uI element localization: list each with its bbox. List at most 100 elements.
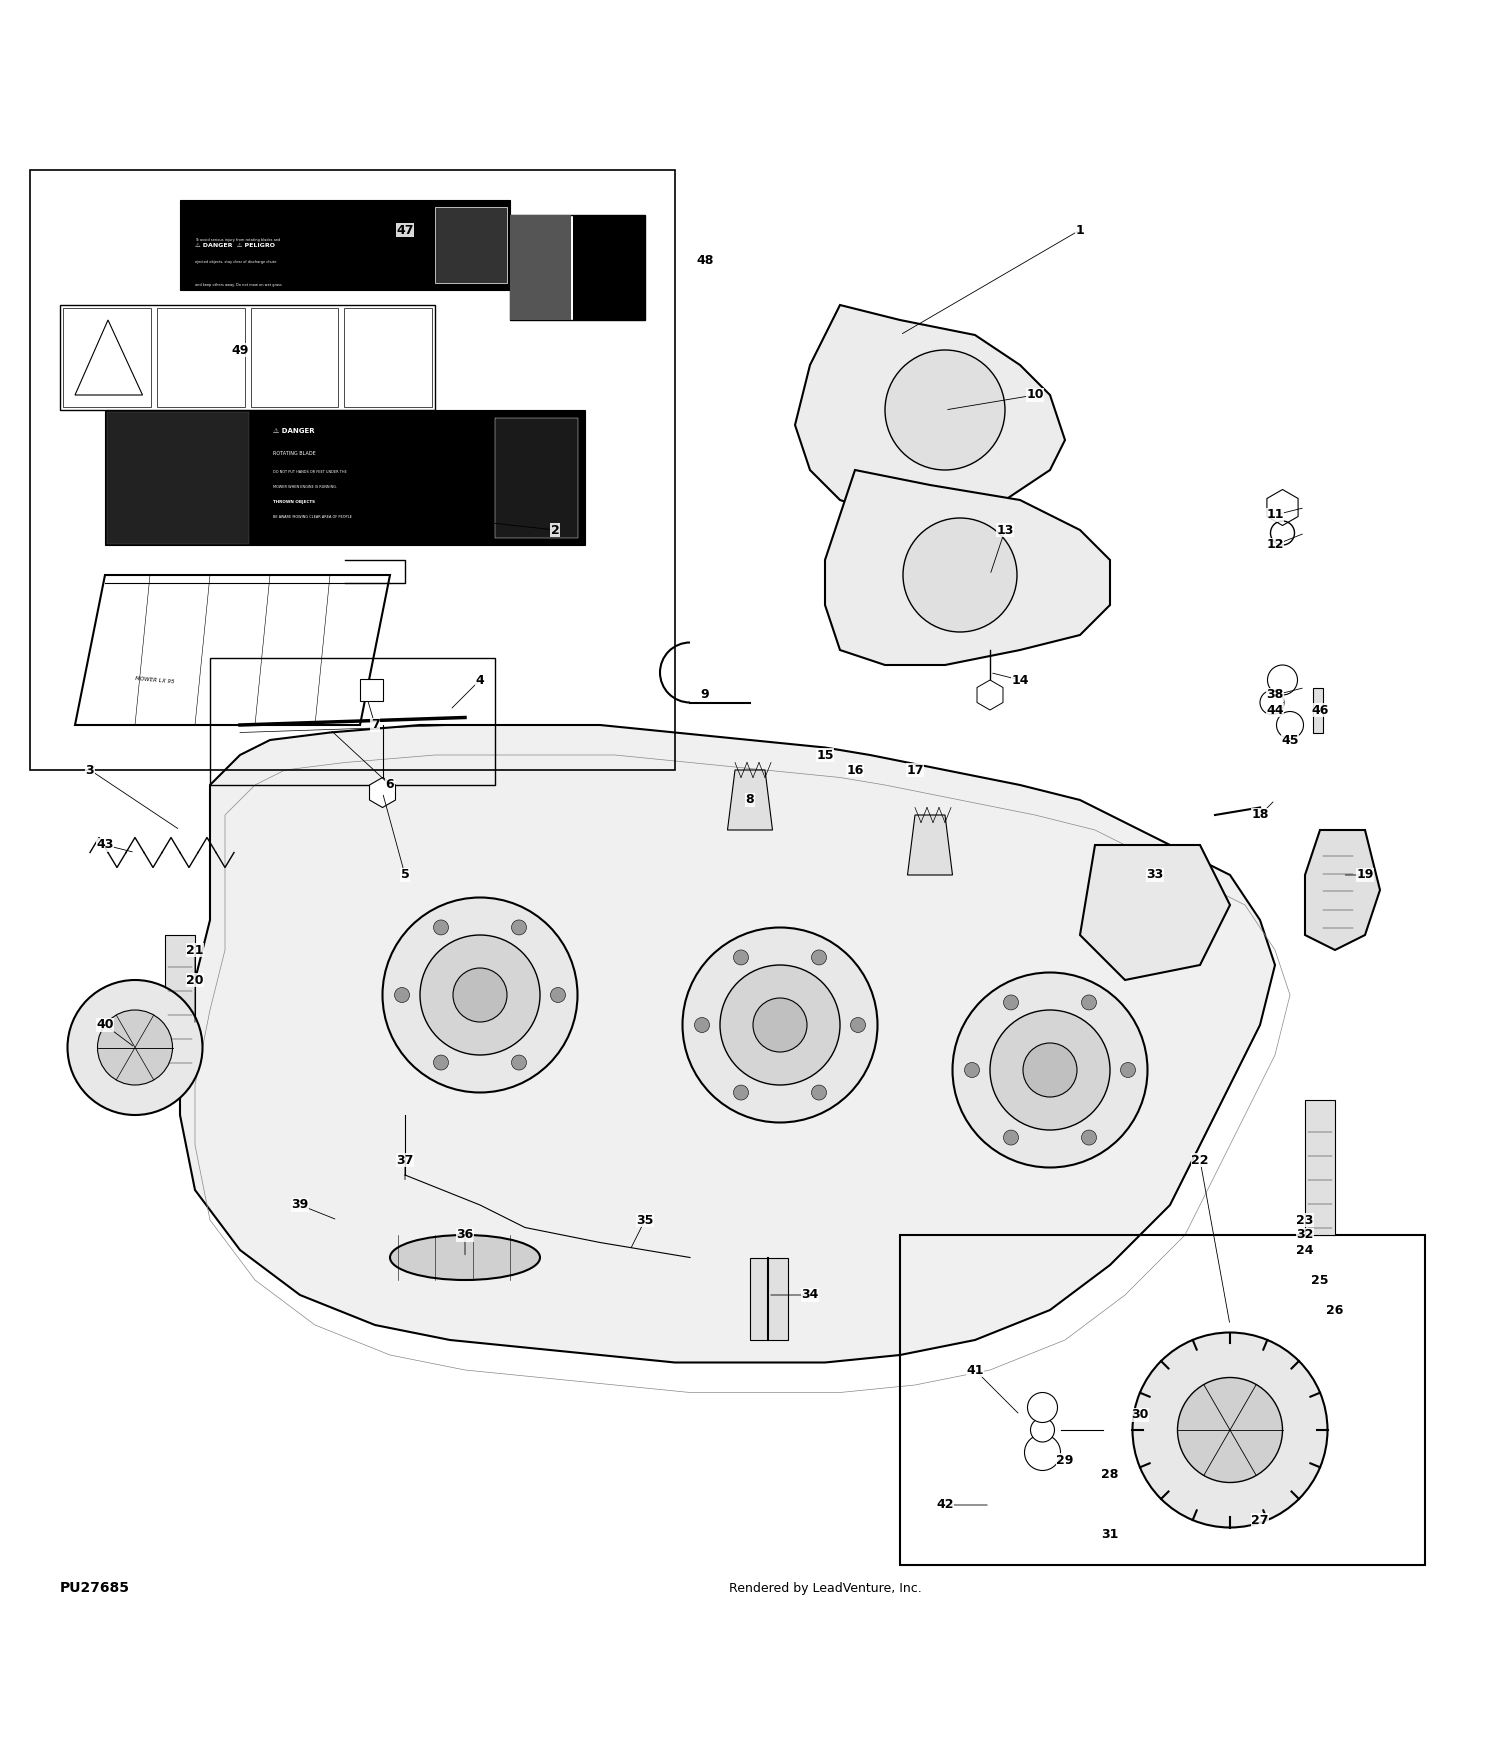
Text: DO NOT PUT HANDS OR FEET UNDER THE: DO NOT PUT HANDS OR FEET UNDER THE (273, 471, 346, 474)
Text: 29: 29 (1056, 1454, 1074, 1466)
Text: 32: 32 (1296, 1228, 1314, 1241)
Circle shape (433, 920, 448, 934)
Text: ⚠ DANGER: ⚠ DANGER (273, 429, 315, 434)
Circle shape (1082, 1130, 1096, 1144)
Text: 18: 18 (1251, 808, 1269, 821)
Text: MOWER LX 95: MOWER LX 95 (135, 676, 174, 684)
Text: 3: 3 (86, 763, 94, 777)
Text: 26: 26 (1326, 1304, 1344, 1316)
Text: 40: 40 (96, 1018, 114, 1031)
Bar (510, 215, 570, 320)
Text: 39: 39 (291, 1199, 309, 1211)
Circle shape (1082, 996, 1096, 1010)
Circle shape (885, 350, 1005, 471)
Text: 22: 22 (1191, 1153, 1209, 1167)
Text: 46: 46 (1311, 704, 1329, 716)
Circle shape (850, 1017, 865, 1032)
Text: 7: 7 (370, 719, 380, 732)
Text: MOWER WHEN ENGINE IS RUNNING.: MOWER WHEN ENGINE IS RUNNING. (273, 485, 338, 488)
Text: 24: 24 (1296, 1244, 1314, 1256)
Circle shape (98, 1010, 172, 1085)
Circle shape (734, 1085, 748, 1101)
Text: 2: 2 (550, 523, 560, 537)
Ellipse shape (390, 1236, 540, 1279)
Text: 30: 30 (1131, 1409, 1149, 1421)
Text: 34: 34 (801, 1288, 819, 1302)
Polygon shape (180, 724, 1275, 1363)
Text: 5: 5 (400, 868, 410, 882)
Text: 48: 48 (696, 254, 714, 266)
Circle shape (1268, 665, 1298, 695)
Bar (60, 304, 435, 410)
Bar (180, 200, 510, 290)
Polygon shape (1312, 688, 1323, 733)
Bar (158, 308, 244, 408)
Circle shape (1024, 1435, 1060, 1470)
Circle shape (1028, 1393, 1057, 1423)
Circle shape (1023, 1043, 1077, 1097)
Circle shape (1004, 1130, 1019, 1144)
Circle shape (734, 950, 748, 964)
Text: 31: 31 (1101, 1528, 1119, 1542)
Text: 43: 43 (96, 838, 114, 852)
Circle shape (453, 968, 507, 1022)
Text: 23: 23 (1296, 1213, 1314, 1227)
Circle shape (1260, 691, 1284, 714)
Text: 45: 45 (1281, 733, 1299, 747)
Text: 42: 42 (936, 1498, 954, 1512)
Text: ejected objects, stay clear of discharge chute: ejected objects, stay clear of discharge… (195, 261, 276, 264)
Polygon shape (728, 770, 772, 830)
Circle shape (812, 950, 826, 964)
Text: PU27685: PU27685 (60, 1580, 130, 1594)
Text: 36: 36 (456, 1228, 474, 1241)
Circle shape (694, 1017, 709, 1032)
Bar (360, 679, 382, 702)
Text: 41: 41 (966, 1363, 984, 1377)
Polygon shape (1080, 845, 1230, 980)
Bar (750, 1258, 788, 1340)
Text: 12: 12 (1266, 539, 1284, 551)
Bar (900, 1236, 1425, 1564)
Bar (210, 658, 495, 786)
Circle shape (1276, 712, 1304, 738)
Polygon shape (825, 471, 1110, 665)
Bar (165, 934, 195, 1069)
Circle shape (1132, 1332, 1328, 1528)
Circle shape (1030, 1418, 1054, 1442)
Circle shape (68, 980, 203, 1115)
Bar (1305, 1101, 1335, 1236)
Text: 44: 44 (1266, 704, 1284, 716)
Text: 10: 10 (1026, 388, 1044, 401)
Text: BE AWARE MOWING CLEAR AREA OF PEOPLE: BE AWARE MOWING CLEAR AREA OF PEOPLE (273, 514, 352, 520)
Circle shape (682, 928, 877, 1122)
Circle shape (382, 898, 578, 1092)
Circle shape (420, 934, 540, 1055)
Circle shape (964, 1062, 980, 1078)
Text: 13: 13 (996, 523, 1014, 537)
Circle shape (990, 1010, 1110, 1130)
Bar (495, 418, 578, 537)
Text: 4: 4 (476, 674, 484, 686)
Text: 38: 38 (1266, 688, 1284, 702)
Bar (63, 308, 150, 408)
Circle shape (952, 973, 1148, 1167)
Bar (105, 410, 585, 544)
Circle shape (550, 987, 566, 1003)
Circle shape (903, 518, 1017, 632)
Circle shape (512, 1055, 526, 1069)
Text: To avoid serious injury from rotating blades and: To avoid serious injury from rotating bl… (195, 238, 280, 242)
Text: ROTATING BLADE: ROTATING BLADE (273, 450, 315, 455)
Text: 20: 20 (186, 973, 204, 987)
Text: 35: 35 (636, 1213, 654, 1227)
Text: 28: 28 (1101, 1468, 1119, 1482)
Circle shape (512, 920, 526, 934)
Circle shape (1120, 1062, 1136, 1078)
Text: 15: 15 (816, 749, 834, 761)
Text: ⚠ DANGER  ⚠ PELIGRO: ⚠ DANGER ⚠ PELIGRO (195, 243, 274, 247)
Polygon shape (1305, 830, 1380, 950)
Text: and keep others away. Do not mow on wet grass: and keep others away. Do not mow on wet … (195, 282, 282, 287)
Text: 16: 16 (846, 763, 864, 777)
Bar (30, 170, 675, 770)
Circle shape (720, 964, 840, 1085)
Text: 33: 33 (1146, 868, 1164, 882)
